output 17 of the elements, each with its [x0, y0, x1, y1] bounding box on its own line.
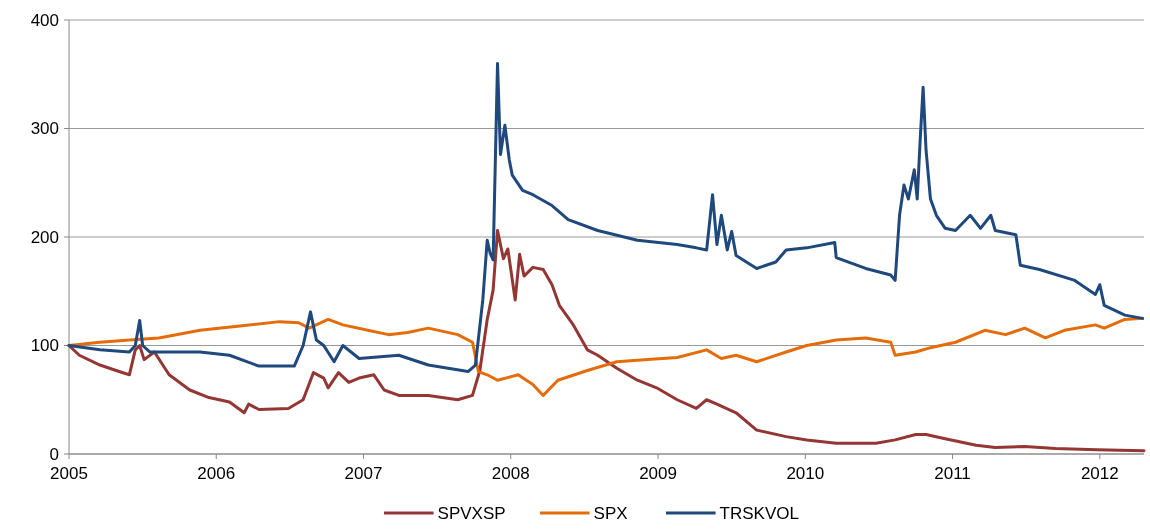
- y-tick-label: 400: [30, 10, 59, 30]
- legend-label: TRSKVOL: [719, 504, 799, 523]
- y-tick-label: 100: [30, 336, 59, 356]
- x-tick-label: 2005: [50, 464, 88, 483]
- x-tick-label: 2010: [786, 464, 825, 483]
- line-series: [67, 61, 1145, 374]
- x-tick-label: 2008: [491, 464, 530, 483]
- legend-label: SPX: [593, 504, 628, 523]
- x-tick-label: 2007: [344, 464, 383, 483]
- x-tick-label: 2006: [197, 464, 236, 483]
- y-tick-label: 300: [30, 119, 59, 139]
- x-tick-label: 2012: [1080, 464, 1119, 483]
- x-tick-label: 2009: [639, 464, 677, 483]
- legend-label: SPVXSP: [437, 504, 506, 523]
- y-tick-label: 0: [49, 444, 59, 464]
- x-tick-label: 2011: [934, 464, 971, 483]
- y-tick-label: 200: [30, 227, 59, 247]
